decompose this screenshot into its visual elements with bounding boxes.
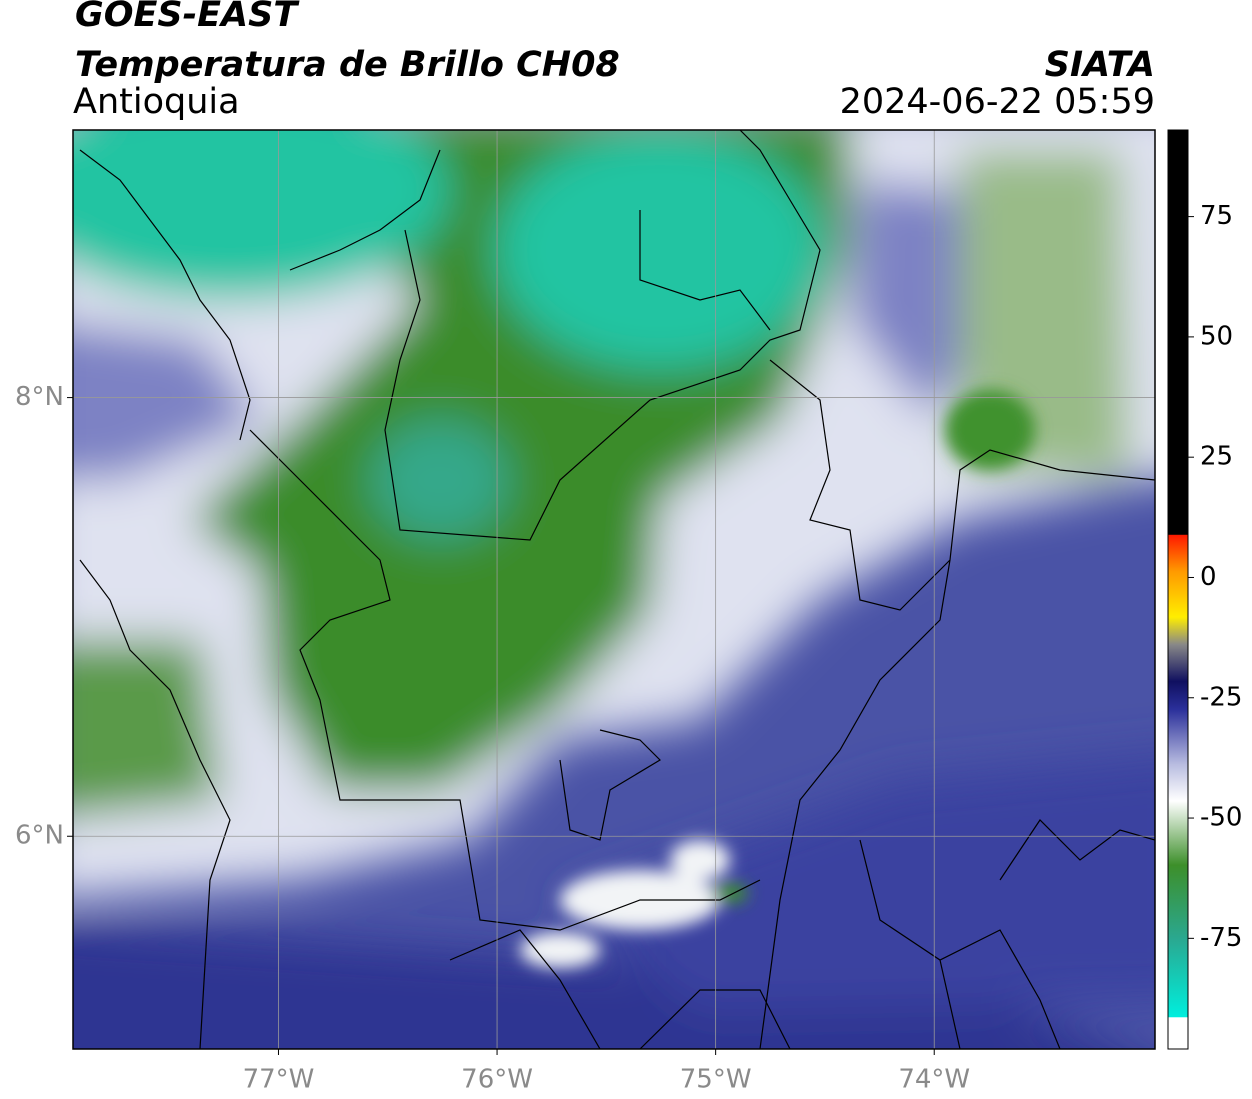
- map-frame: [72, 129, 1156, 1050]
- y-tick-label: 8°N: [15, 382, 64, 412]
- y-tick-label: 6°N: [15, 821, 64, 851]
- subtitle: Temperatura de Brillo CH08: [75, 45, 620, 85]
- x-tick-label: 77°W: [243, 1065, 315, 1095]
- colorbar-label: -50: [1200, 803, 1242, 833]
- colorbar-label: 25: [1200, 442, 1233, 472]
- x-tick-label: 76°W: [461, 1065, 533, 1095]
- satellite-image: [73, 130, 1155, 1049]
- colorbar-label: -25: [1200, 682, 1242, 712]
- colorbar-label: 75: [1200, 201, 1233, 231]
- grid: [73, 130, 1155, 1049]
- x-tick-label: 74°W: [898, 1065, 970, 1095]
- colorbar-label: -75: [1200, 923, 1242, 953]
- source: SIATA: [1045, 45, 1155, 85]
- colorbar-label: 50: [1200, 321, 1233, 351]
- datetime: 2024-06-22 05:59: [840, 82, 1155, 122]
- title: GOES-EAST: [75, 0, 300, 35]
- colorbar: [1167, 129, 1189, 1050]
- colorbar-label: 0: [1200, 562, 1217, 592]
- x-tick-label: 75°W: [680, 1065, 752, 1095]
- region: Antioquia: [73, 82, 240, 122]
